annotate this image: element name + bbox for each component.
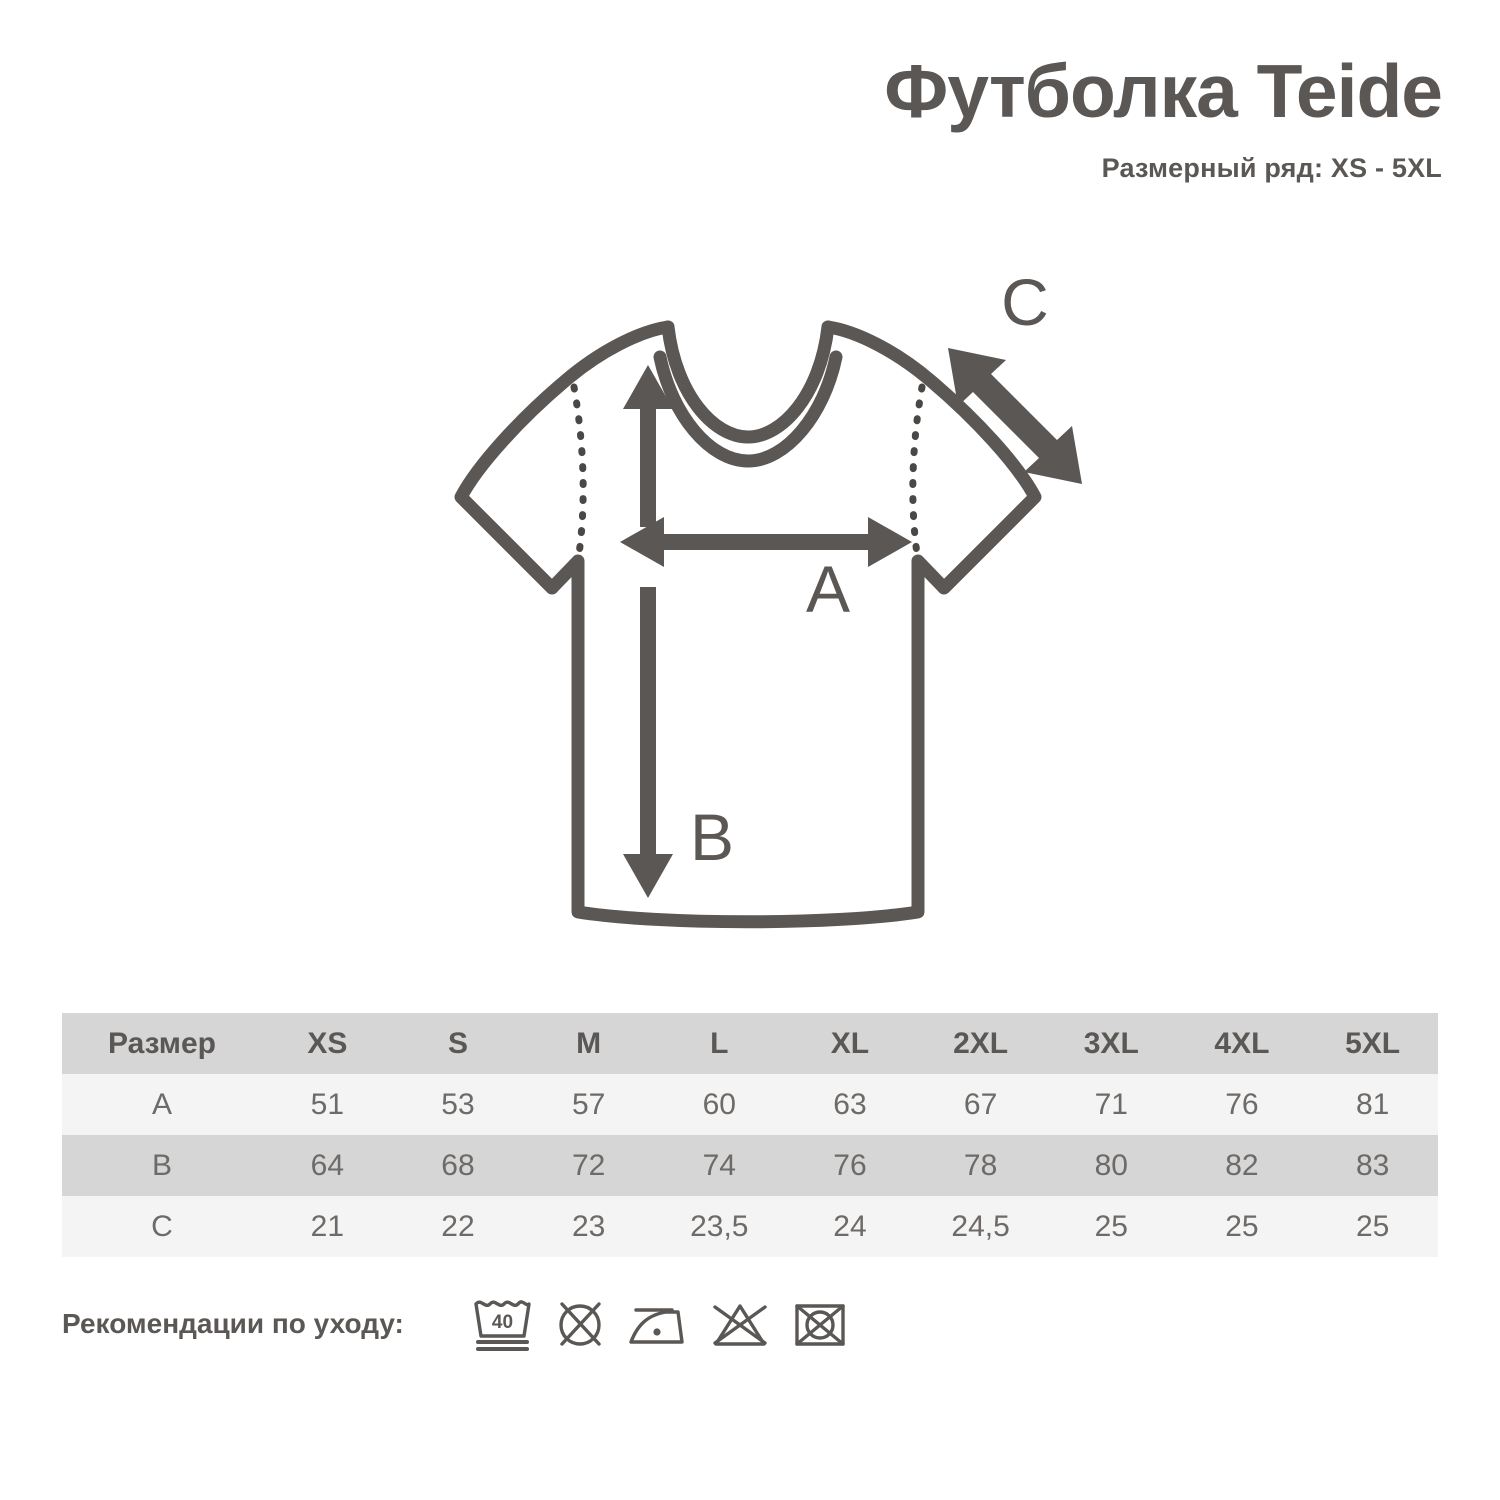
size-table: Размер XS S M L XL 2XL 3XL 4XL 5XL A 51 … [62, 1013, 1438, 1257]
measure-a-arrow [620, 517, 912, 567]
wash-40-gentle-icon: 40 [474, 1300, 531, 1351]
table-row: A 51 53 57 60 63 67 71 76 81 [62, 1074, 1438, 1135]
care-instructions-label: Рекомендации по уходу: [62, 1308, 404, 1339]
cell-b-s: 68 [441, 1148, 475, 1182]
cell-a-5xl: 81 [1355, 1087, 1390, 1121]
care-icon-list: 40 [472, 1296, 850, 1352]
cell-c-xs: 21 [310, 1209, 345, 1243]
cell-c-m: 23 [571, 1209, 606, 1243]
iron-low-one-dot-icon [629, 1308, 684, 1344]
tshirt-outline-icon [454, 320, 1042, 929]
cell-b-3xl: 80 [1094, 1148, 1128, 1182]
header-cell-size-4xl: 4XL [1214, 1026, 1270, 1060]
do-not-tumble-dry-icon [795, 1304, 845, 1346]
size-table-header-row: Размер XS S M L XL 2XL 3XL 4XL 5XL [62, 1013, 1438, 1074]
cell-b-4xl: 82 [1225, 1148, 1259, 1182]
size-table-head: Размер XS S M L XL 2XL 3XL 4XL 5XL [62, 1013, 1438, 1074]
iron-heat-dot [653, 1328, 661, 1336]
cell-c-2xl: 24,5 [951, 1209, 1010, 1243]
cell-c-xl: 24 [833, 1209, 867, 1243]
cell-a-s: 53 [441, 1087, 475, 1121]
cell-b-2xl: 78 [963, 1148, 998, 1182]
left-armhole-seam [570, 383, 587, 565]
cell-a-xs: 51 [310, 1087, 345, 1121]
table-row: C 21 22 23 23,5 24 24,5 25 25 25 [62, 1196, 1438, 1257]
cell-b-l: 74 [702, 1148, 736, 1182]
cell-c-l: 23,5 [690, 1209, 749, 1243]
tshirt-diagram: A B C [0, 265, 1500, 965]
measure-a-label: A [806, 552, 850, 626]
page-title: Футболка Teide [884, 49, 1443, 133]
cell-a-2xl: 67 [963, 1087, 998, 1121]
tshirt-measurement-illustration: A B C [454, 265, 1082, 929]
cell-a-l: 60 [702, 1087, 736, 1121]
header-cell-size-3xl: 3XL [1083, 1026, 1139, 1060]
cell-c-5xl: 25 [1355, 1209, 1390, 1243]
cell-a-m: 57 [571, 1087, 606, 1121]
page-header: Футболка Teide Размерный ряд: XS - 5XL [0, 0, 1500, 184]
header-cell-row-label: Размер [107, 1026, 217, 1060]
row-label-a: A [151, 1087, 172, 1121]
seam-dotted-lines [570, 383, 926, 565]
care-instructions: Рекомендации по уходу: 40 [62, 1296, 1438, 1352]
cell-a-3xl: 71 [1094, 1087, 1128, 1121]
cell-b-xs: 64 [310, 1148, 345, 1182]
row-label-b: B [151, 1148, 172, 1182]
header-cell-size-s: S [447, 1026, 468, 1060]
size-table-body: A 51 53 57 60 63 67 71 76 81 B 64 68 72 … [62, 1074, 1438, 1257]
header-cell-size-xl: XL [830, 1026, 870, 1060]
row-label-c: C [151, 1209, 173, 1243]
cell-c-s: 22 [441, 1209, 475, 1243]
cell-b-xl: 76 [833, 1148, 867, 1182]
measure-b-label: B [690, 800, 734, 874]
cell-b-m: 72 [571, 1148, 606, 1182]
size-table-container: Размер XS S M L XL 2XL 3XL 4XL 5XL A 51 … [62, 1013, 1438, 1257]
size-range-label: Размерный ряд: XS - 5XL [1101, 152, 1442, 183]
header-cell-size-5xl: 5XL [1345, 1026, 1401, 1060]
cell-a-xl: 63 [833, 1087, 867, 1121]
header-cell-size-2xl: 2XL [953, 1026, 1009, 1060]
right-armhole-seam [909, 383, 926, 565]
wash-temperature-value: 40 [492, 1312, 513, 1333]
cell-c-4xl: 25 [1225, 1209, 1259, 1243]
header-cell-size-l: L [710, 1026, 729, 1060]
cell-b-5xl: 83 [1355, 1148, 1390, 1182]
cell-a-4xl: 76 [1225, 1087, 1259, 1121]
cell-c-3xl: 25 [1094, 1209, 1128, 1243]
measure-b-arrow [623, 365, 673, 898]
header-cell-size-xs: XS [307, 1026, 348, 1060]
measure-c-arrow [948, 348, 1082, 484]
header-cell-size-m: M [576, 1026, 602, 1060]
do-not-bleach-icon [559, 1302, 601, 1346]
measure-c-label: C [1001, 265, 1049, 339]
table-row: B 64 68 72 74 76 78 80 82 83 [62, 1135, 1438, 1196]
do-not-dry-clean-icon [713, 1304, 767, 1346]
